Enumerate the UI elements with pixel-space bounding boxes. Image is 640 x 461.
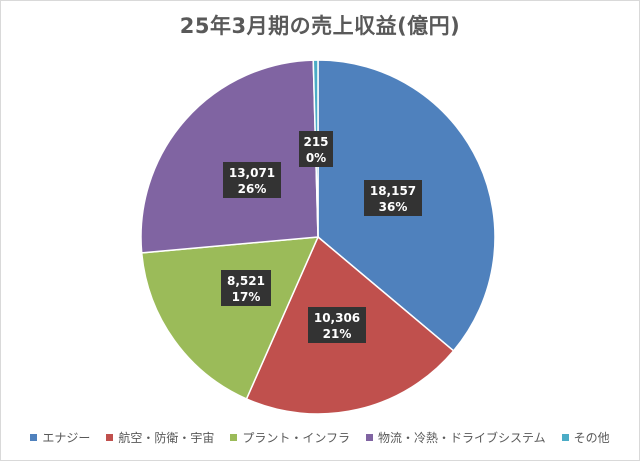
data-label-4: 13,071 26%	[223, 162, 281, 198]
legend-item-4: 物流・冷熱・ドライブシステム	[366, 429, 546, 446]
data-label-value: 8,521	[227, 274, 265, 288]
legend-swatch	[30, 434, 38, 441]
chart-title: 25年3月期の売上収益(億円)	[179, 14, 461, 38]
legend-item-1: エナジー	[30, 429, 90, 446]
legend-label: 物流・冷熱・ドライブシステム	[378, 431, 546, 445]
legend-item-2: 航空・防衛・宇宙	[106, 429, 214, 446]
legend-label: その他	[573, 431, 610, 445]
data-label-box	[223, 162, 281, 198]
data-label-value: 10,306	[314, 311, 360, 325]
legend-label: エナジー	[42, 431, 91, 445]
data-label-percent: 0%	[306, 151, 326, 165]
data-label-2: 10,306 21%	[308, 307, 366, 343]
data-label-value: 215	[303, 135, 328, 149]
data-label-box	[299, 131, 333, 167]
legend-swatch	[561, 434, 569, 441]
legend-swatch	[230, 434, 238, 441]
data-label-percent: 21%	[323, 327, 352, 341]
data-label-percent: 26%	[238, 182, 267, 196]
legend-item-3: プラント・インフラ	[230, 429, 350, 446]
pie-slice-3	[140, 236, 320, 400]
data-label-percent: 36%	[379, 200, 408, 214]
legend-label: 航空・防衛・宇宙	[118, 431, 215, 445]
data-label-percent: 17%	[232, 290, 261, 304]
legend-swatch	[106, 434, 114, 441]
data-label-box	[308, 307, 366, 343]
pie-slice-4	[140, 59, 319, 254]
data-label-box	[364, 180, 422, 216]
data-label-3: 8,521 17%	[221, 270, 271, 306]
chart-legend: エナジー 航空・防衛・宇宙 プラント・インフラ 物流・冷熱・ドライブシステム その他	[0, 429, 640, 446]
data-label-value: 13,071	[229, 166, 275, 180]
legend-item-5: その他	[561, 429, 610, 446]
data-label-box	[221, 270, 271, 306]
data-label-1: 18,157 36%	[364, 180, 422, 216]
data-label-value: 18,157	[370, 184, 416, 198]
legend-swatch	[366, 434, 373, 441]
legend-label: プラント・インフラ	[242, 431, 350, 445]
